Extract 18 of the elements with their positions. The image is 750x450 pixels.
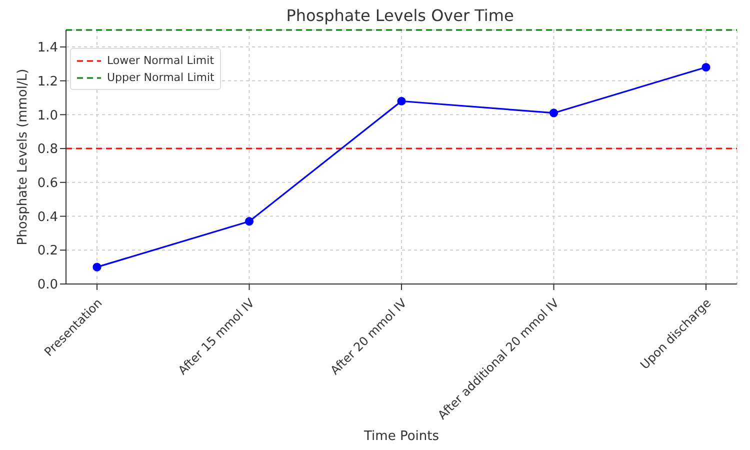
y-tick-label: 0.4: [37, 210, 58, 225]
x-axis-title: Time Points: [363, 429, 440, 444]
point: [397, 96, 406, 106]
y-tick-label: 0.6: [37, 176, 58, 192]
point: [92, 262, 102, 272]
point: [702, 62, 710, 72]
y-tick-label: 0.8: [37, 142, 58, 158]
y-tick-label: 1.4: [37, 40, 58, 56]
y-tick-label: 1.2: [37, 74, 58, 90]
y-tick-label: 1.0: [37, 108, 58, 124]
point: [549, 108, 558, 118]
y-tick-label: 0.0: [37, 278, 58, 293]
point: [244, 217, 254, 226]
legend-label: Upper Normal Limit: [107, 70, 214, 86]
y-axis-title: Phosphate Levels (mmol/L): [16, 68, 31, 246]
chart-title: Phosphate Levels Over Time: [285, 6, 515, 25]
legend-label: Lower Normal Limit: [107, 53, 214, 69]
y-tick-label: 0.2: [37, 244, 58, 259]
